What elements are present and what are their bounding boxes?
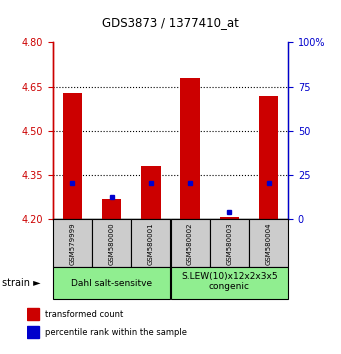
Bar [131,219,170,267]
Bar [210,219,249,267]
Bar [180,78,200,219]
Bar [53,219,92,267]
Text: GSM580003: GSM580003 [226,222,232,265]
Bar [259,96,278,219]
Text: Dahl salt-sensitve: Dahl salt-sensitve [71,279,152,288]
Text: strain ►: strain ► [2,278,40,288]
Bar [27,326,39,338]
Text: GSM579999: GSM579999 [70,222,75,265]
Bar [249,219,288,267]
Text: S.LEW(10)x12x2x3x5
congenic: S.LEW(10)x12x2x3x5 congenic [181,272,278,291]
Text: transformed count: transformed count [45,310,123,319]
Text: GSM580002: GSM580002 [187,222,193,265]
Bar [92,219,131,267]
Text: percentile rank within the sample: percentile rank within the sample [45,327,187,337]
Bar [220,217,239,219]
Bar [27,308,39,320]
Bar [102,199,121,219]
Bar [170,267,288,299]
Bar [141,166,161,219]
Text: GSM580001: GSM580001 [148,222,154,265]
Text: GSM580004: GSM580004 [266,222,271,265]
Text: GDS3873 / 1377410_at: GDS3873 / 1377410_at [102,16,239,29]
Bar [63,93,82,219]
Bar [170,219,210,267]
Bar [53,267,170,299]
Text: GSM580000: GSM580000 [109,222,115,265]
